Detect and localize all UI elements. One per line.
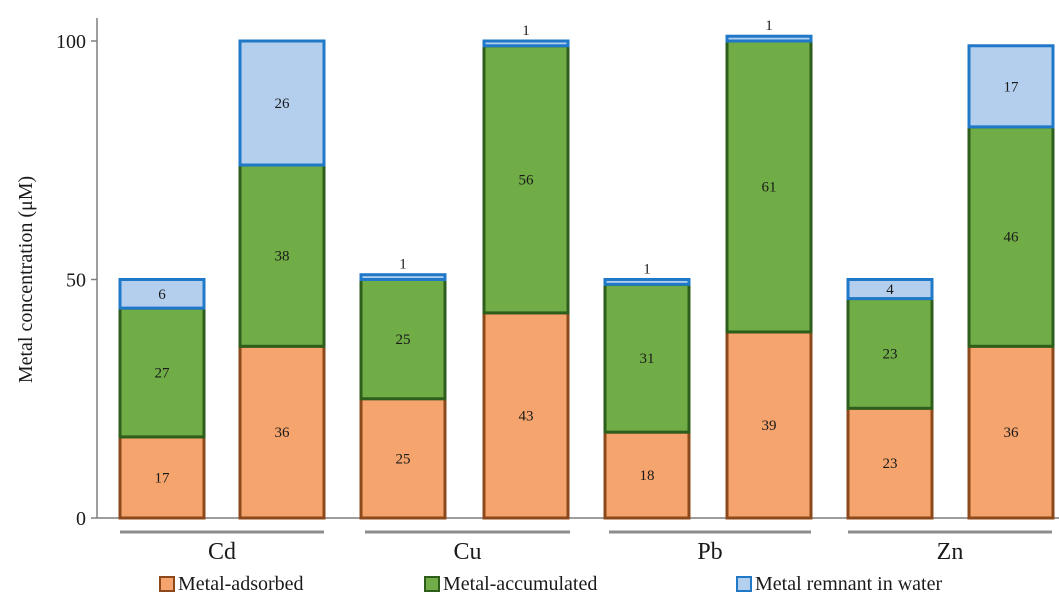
- legend: Metal-adsorbed Metal-accumulated Metal rem…: [159, 573, 942, 595]
- y-tick-label: 0: [76, 508, 86, 530]
- bar-segment: [238, 163, 326, 348]
- data-label: 25: [396, 451, 411, 467]
- data-label: 1: [765, 18, 773, 34]
- bar-segment: [603, 278, 691, 286]
- bar-segment: [725, 39, 813, 334]
- y-ticks: 0 50 100: [56, 31, 97, 530]
- bars: [118, 34, 1055, 520]
- legend-label: Metal-adsorbed: [178, 573, 304, 595]
- bar-segment: [118, 278, 206, 310]
- data-label: 31: [640, 351, 655, 367]
- data-label: 26: [275, 96, 291, 112]
- data-label: 39: [762, 418, 777, 434]
- bar-labels: 17 27 6 36 38 26 25 25 1 43 56 1 18 31 1 39 61 1 23 23 4 36 46…: [155, 18, 1020, 486]
- data-label: 17: [155, 470, 171, 486]
- bar-segment: [359, 397, 447, 520]
- y-tick-label: 100: [56, 31, 86, 53]
- bar-segment: [967, 44, 1055, 129]
- legend-swatch: [424, 576, 440, 592]
- y-axis-title: Metal concentration (μM): [15, 176, 37, 383]
- group-label: Cu: [453, 539, 481, 565]
- bar-segment: [238, 39, 326, 167]
- bar-segment: [482, 44, 570, 315]
- data-label: 61: [762, 179, 777, 195]
- data-label: 17: [1004, 79, 1020, 95]
- data-label: 1: [522, 23, 530, 39]
- data-label: 27: [155, 366, 171, 382]
- data-label: 36: [1004, 425, 1020, 441]
- legend-swatch: [736, 576, 752, 592]
- data-label: 46: [1004, 230, 1020, 246]
- data-label: 6: [158, 287, 166, 303]
- bar-segment: [118, 435, 206, 520]
- data-label: 43: [519, 408, 534, 424]
- group-label: Zn: [937, 539, 964, 565]
- group-label: Cd: [208, 539, 236, 565]
- bar-segment: [846, 278, 934, 301]
- bar-segment: [967, 344, 1055, 520]
- data-label: 25: [396, 332, 411, 348]
- group-label: Pb: [697, 539, 722, 565]
- bar-segment: [238, 344, 326, 520]
- bar-segment: [603, 282, 691, 434]
- data-label: 23: [883, 346, 898, 362]
- bar-segment: [846, 406, 934, 520]
- data-label: 4: [886, 282, 894, 298]
- bar-segment: [967, 125, 1055, 348]
- data-label: 36: [275, 425, 291, 441]
- data-label: 23: [883, 456, 898, 472]
- legend-label: Metal remnant in water: [755, 573, 942, 595]
- legend-swatch: [159, 576, 175, 592]
- bar-segment: [725, 330, 813, 520]
- data-label: 1: [643, 262, 651, 278]
- bar-segment: [359, 273, 447, 282]
- bar-segment: [118, 306, 206, 439]
- data-label: 1: [399, 257, 407, 273]
- legend-label: Metal-accumulated: [443, 573, 597, 595]
- bar-segment: [482, 311, 570, 520]
- data-label: 38: [275, 249, 290, 265]
- bar-segment: [725, 34, 813, 43]
- group-axis: Cd Cu Pb Zn: [120, 530, 1052, 565]
- data-label: 18: [640, 468, 655, 484]
- data-label: 56: [519, 172, 535, 188]
- y-tick-label: 50: [66, 270, 86, 292]
- bar-segment: [482, 39, 570, 48]
